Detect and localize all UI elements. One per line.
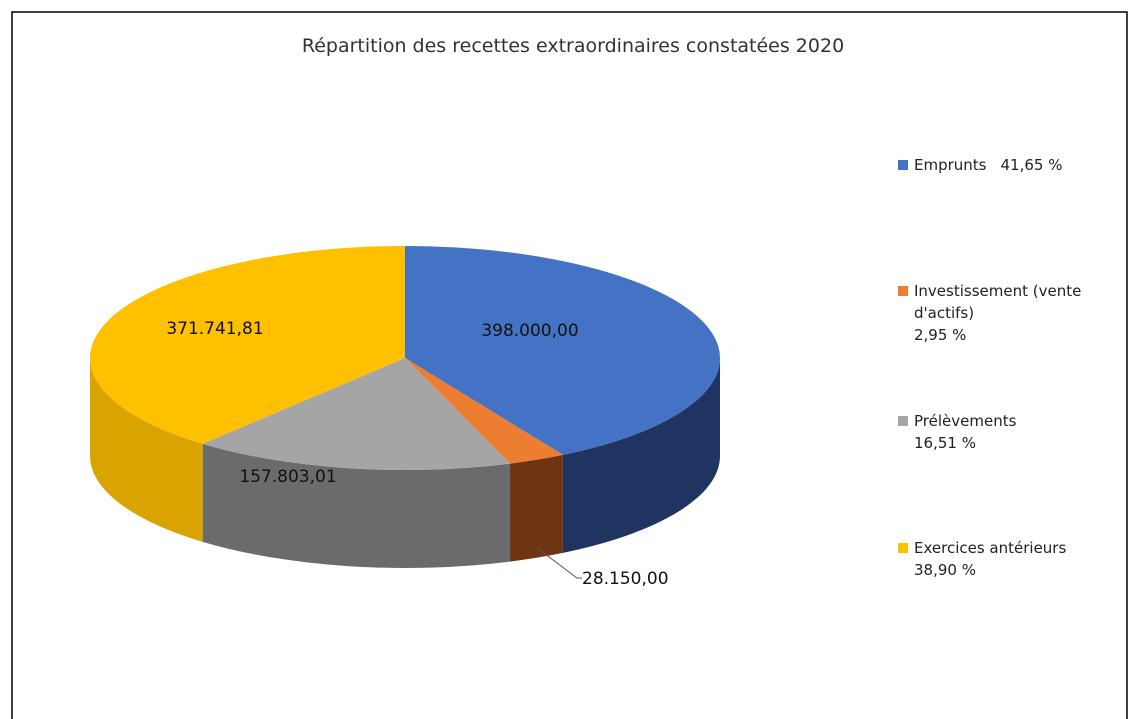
legend-swatch	[898, 543, 908, 553]
legend-item: Exercices antérieurs 38,90 %	[898, 537, 1134, 581]
legend-percent: 2,95 %	[914, 326, 967, 344]
legend-item: Emprunts 41,65 %	[898, 154, 1137, 176]
legend-percent: 41,65 %	[1000, 156, 1063, 174]
legend-item: Investissement (vente d'actifs) 2,95 %	[898, 280, 1084, 346]
pie-slice	[405, 246, 721, 455]
leader-line	[536, 547, 582, 579]
pie-side	[90, 358, 203, 542]
legend-label: Prélèvements	[914, 412, 1017, 430]
frame	[11, 11, 1128, 719]
pie-side	[562, 358, 721, 553]
pie-slice	[90, 246, 405, 444]
legend-label: Investissement (vente d'actifs)	[914, 282, 1082, 322]
legend-item: Prélèvements 16,51 %	[898, 410, 1114, 454]
pie-side	[510, 454, 563, 562]
data-label: 28.150,00	[582, 569, 669, 589]
legend-percent: 16,51 %	[914, 434, 976, 452]
legend-swatch	[898, 416, 908, 426]
data-label: 398.000,00	[481, 321, 578, 341]
legend-label: Emprunts	[914, 156, 987, 174]
legend-swatch	[898, 160, 908, 170]
pie-side	[202, 443, 511, 568]
legend-label: Exercices antérieurs	[914, 539, 1067, 557]
pie-slice	[405, 358, 563, 464]
chart-title: Répartition des recettes extraordinaires…	[302, 35, 844, 57]
data-label: 371.741,81	[166, 319, 263, 339]
pie-slice	[202, 358, 511, 471]
legend-swatch	[898, 286, 908, 296]
data-label: 157.803,01	[239, 467, 336, 487]
legend-percent: 38,90 %	[914, 561, 976, 579]
